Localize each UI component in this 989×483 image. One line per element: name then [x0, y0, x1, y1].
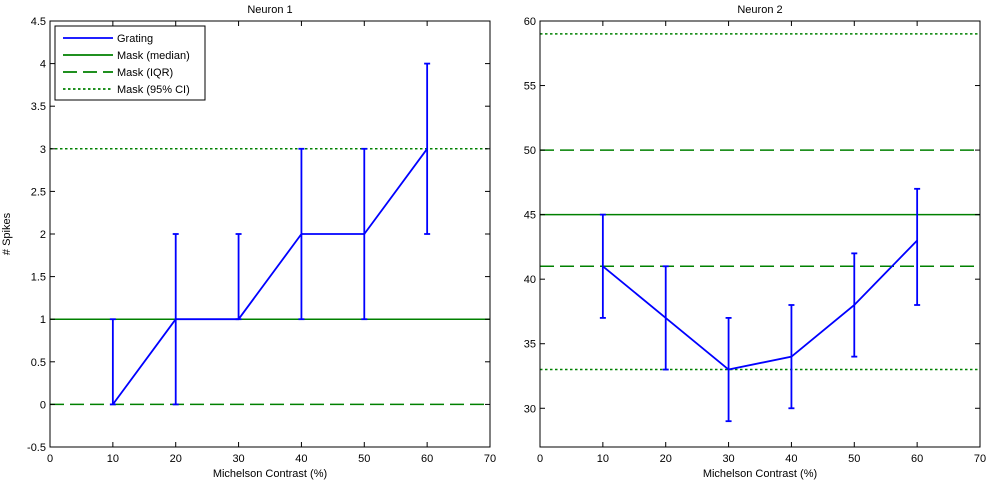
y-tick-label: 0.5 [31, 357, 46, 369]
x-tick-label: 30 [232, 453, 244, 465]
panel-neuron-1: 0 10 20 30 40 50 60 70-0.500.511.522.533.544.5N… [1, 4, 496, 480]
x-tick-label: 60 [911, 453, 923, 465]
x-tick-label: 50 [848, 453, 860, 465]
x-tick-label: 70 [974, 453, 986, 465]
y-tick-label: -0.5 [27, 442, 46, 454]
x-tick-label: 70 [484, 453, 496, 465]
error-bar [725, 317, 732, 423]
y-tick-label: 3 [40, 144, 46, 156]
x-tick-label: 40 [785, 453, 797, 465]
error-bar [662, 265, 669, 371]
legend-label: Mask (median) [117, 50, 190, 62]
x-tick-label: 10 [597, 453, 609, 465]
panel-neuron-2: 0 10 20 30 40 50 60 70 30 35 40 45 50 55 60 Neuron 2 Mic… [524, 4, 986, 480]
error-bar [424, 62, 431, 235]
y-tick-label: 35 [524, 339, 536, 351]
y-tick-label: 3.5 [31, 101, 46, 113]
y-tick-label: 2 [40, 229, 46, 241]
x-tick-label: 50 [358, 453, 370, 465]
x-axis-label: Michelson Contrast (%) [213, 468, 327, 480]
error-bar [914, 187, 921, 306]
y-tick-label: 2.5 [31, 186, 46, 198]
x-tick-label: 60 [421, 453, 433, 465]
panel-title: Neuron 2 [737, 4, 782, 16]
x-tick-label: 0 [47, 453, 53, 465]
y-axis-label: # Spikes [1, 212, 13, 255]
legend-label: Mask (IQR) [117, 67, 173, 79]
x-tick-label: 10 [107, 453, 119, 465]
y-tick-label: 1.5 [31, 272, 46, 284]
y-tick-label: 45 [524, 210, 536, 222]
error-bar [298, 147, 305, 321]
y-tick-label: 40 [524, 274, 536, 286]
y-tick-label: 4.5 [31, 16, 46, 28]
error-bar [172, 233, 179, 406]
error-bar [109, 318, 116, 406]
legend-label: Mask (95% CI) [117, 84, 190, 96]
y-tick-label: 1 [40, 314, 46, 326]
axes-frame [539, 20, 981, 448]
y-tick-label: 0 [40, 399, 46, 411]
error-bar [851, 252, 858, 358]
series-line-grating [602, 239, 918, 371]
y-tick-label: 30 [524, 403, 536, 415]
y-tick-label: 50 [524, 145, 536, 157]
y-tick-label: 4 [40, 59, 46, 71]
legend: Grating Mask (median) Mask (IQR) Mask (95% … [54, 25, 206, 101]
error-bar [361, 147, 368, 321]
error-bar [788, 304, 795, 410]
x-tick-label: 20 [660, 453, 672, 465]
error-bar [599, 213, 606, 319]
x-tick-label: 40 [295, 453, 307, 465]
series-line-grating [112, 148, 428, 405]
x-tick-label: 20 [170, 453, 182, 465]
panel-title: Neuron 1 [247, 4, 292, 16]
x-axis-label: Michelson Contrast (%) [703, 468, 817, 480]
x-tick-label: 30 [722, 453, 734, 465]
legend-label: Grating [117, 33, 153, 45]
error-bar [235, 233, 242, 321]
y-tick-label: 60 [524, 16, 536, 28]
y-tick-label: 55 [524, 81, 536, 93]
x-tick-label: 0 [537, 453, 543, 465]
